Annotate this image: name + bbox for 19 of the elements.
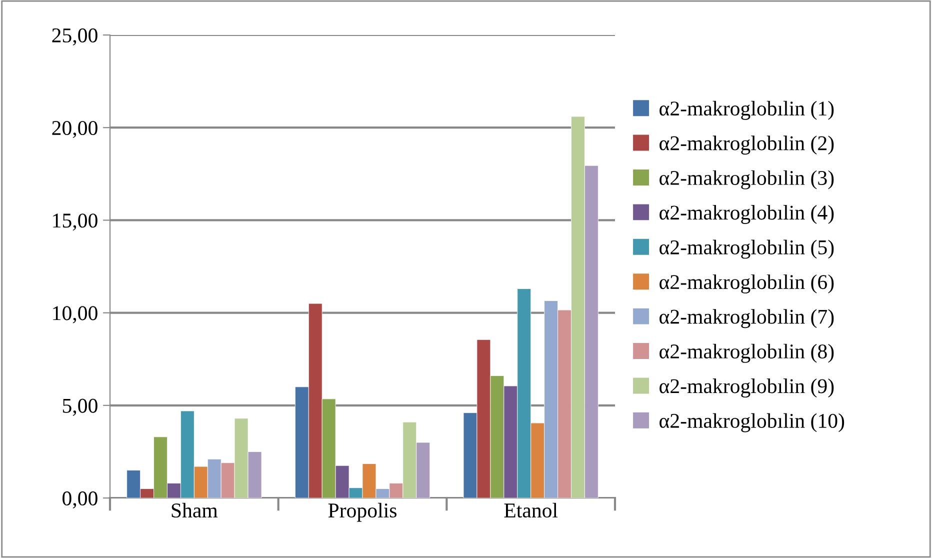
- y-tick-label: 10,00: [53, 306, 98, 324]
- legend-label: α2-makroglobılin (2): [660, 136, 834, 155]
- legend-label: α2-makroglobılin (5): [660, 240, 834, 259]
- x-tick-label: Etanol: [504, 502, 558, 518]
- y-tick-label: 0,00: [62, 491, 98, 508]
- y-tick-label: 5,00: [62, 398, 98, 416]
- legend-label: α2-makroglobılin (8): [660, 344, 834, 363]
- y-tick-label: 15,00: [53, 214, 98, 231]
- legend-label: α2-makroglobılin (7): [660, 309, 834, 328]
- legend-label: α2-makroglobılin (9): [660, 378, 834, 398]
- legend-label: α2-makroglobılin (3): [660, 170, 834, 190]
- legend-label: α2-makroglobılin (6): [660, 274, 834, 294]
- x-tick-label: Propolis: [328, 502, 396, 522]
- legend-label: α2-makroglobılin (1): [660, 100, 834, 120]
- legend-label: α2-makroglobılin (4): [660, 205, 834, 224]
- y-tick-label: 25,00: [52, 28, 98, 46]
- x-tick-label: Sham: [172, 502, 218, 518]
- legend-label: α2-makroglobılin (10): [660, 413, 844, 432]
- y-tick-label: 20,00: [52, 120, 98, 138]
